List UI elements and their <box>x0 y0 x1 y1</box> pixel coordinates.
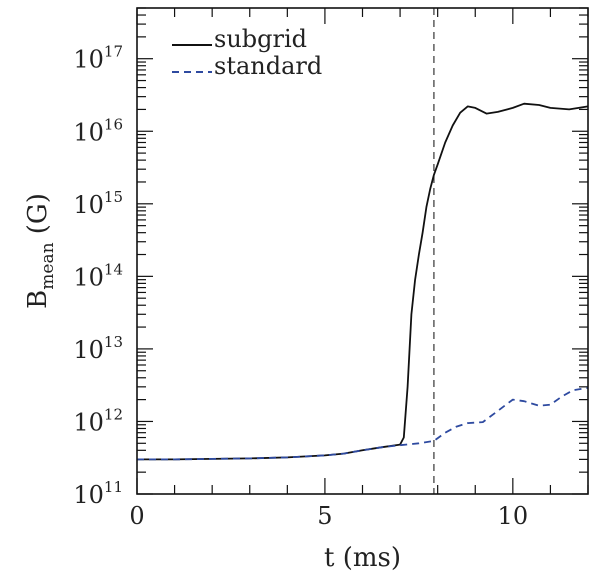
series-line-standard <box>137 387 589 461</box>
series-line-subgrid <box>137 102 589 461</box>
x-axis-title: t (ms) <box>324 543 401 573</box>
y-tick-label: 1015 <box>73 188 123 219</box>
legend-label-subgrid: subgrid <box>214 25 307 53</box>
x-tick-label: 10 <box>498 502 529 530</box>
y-axis-title: Bmean (G) <box>23 193 58 309</box>
y-tick-label: 1014 <box>73 260 123 291</box>
series-layer <box>137 102 589 461</box>
plot-frame <box>136 7 589 495</box>
legend-label-standard: standard <box>214 52 322 80</box>
y-axis-title-subscript: mean <box>38 242 58 289</box>
y-tick-label: 1012 <box>73 405 123 436</box>
y-axis-title-unit: (G) <box>23 193 53 242</box>
y-tick-label: 1016 <box>73 115 123 146</box>
tick-labels: 0 5 10 1011 1012 1013 1014 1015 1016 1017 <box>73 43 528 530</box>
y-tick-label: 1011 <box>73 478 123 509</box>
x-tick-label: 0 <box>129 502 144 530</box>
x-tick-label: 5 <box>317 502 332 530</box>
ticks-layer <box>136 7 589 495</box>
y-tick-label: 1017 <box>73 43 123 74</box>
y-tick-label: 1013 <box>73 333 123 364</box>
legend: subgrid standard <box>172 25 322 80</box>
y-axis-title-base: B <box>23 290 53 309</box>
